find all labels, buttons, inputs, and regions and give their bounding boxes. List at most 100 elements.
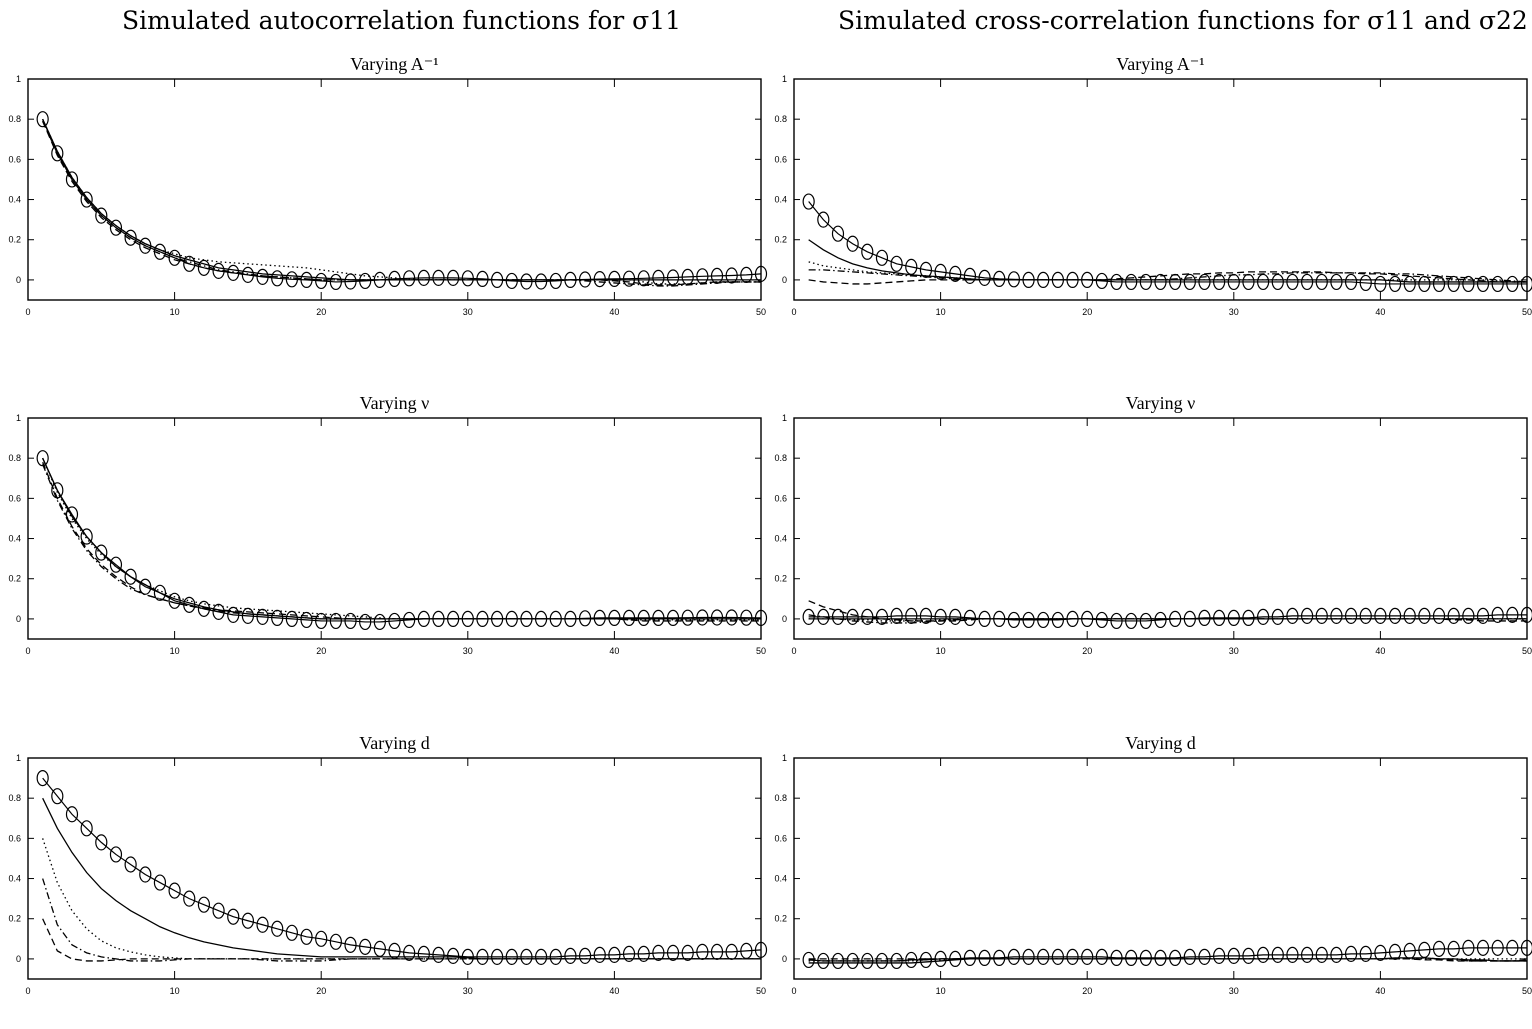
data-point-circle [359,272,372,290]
series-line-dashdot [42,120,761,287]
data-point-circle [109,846,123,863]
data-point-circle [1491,275,1504,293]
x-tick-label: 0 [791,646,796,656]
data-point-circle [65,171,79,188]
x-tick-label: 50 [1522,307,1532,317]
data-point-circle [1506,939,1519,956]
subplot-title: Varying A⁻¹ [1116,54,1204,74]
data-point-circle [1183,948,1196,966]
data-point-circle [622,945,636,962]
data-point-circle [227,908,240,925]
data-point-circle [1198,948,1211,966]
x-tick-label: 40 [1375,307,1385,317]
y-tick-label: 0 [16,614,21,624]
y-tick-label: 1 [16,413,21,423]
data-point-circle [1154,611,1167,629]
y-tick-label: 0 [16,954,21,964]
data-point-circle [754,609,768,627]
y-tick-label: 0.8 [774,114,787,124]
data-point-circle [740,609,753,626]
data-point-circle [666,944,680,961]
data-point-circle [329,933,342,950]
y-tick-label: 0.6 [774,154,787,164]
series-line-circle [42,777,762,958]
y-tick-label: 1 [782,74,787,84]
x-tick-label: 10 [170,986,180,996]
data-point-circle [622,609,636,627]
data-point-circle [1432,940,1446,957]
subplot-title: Varying ν [360,393,430,413]
data-point-circle [153,874,167,891]
plot-frame [27,78,762,301]
data-point-circle [831,225,845,242]
data-point-circle [80,528,93,545]
data-point-circle [183,890,196,907]
data-point-circle [1198,609,1211,627]
right-column-title-text: Simulated cross-correlation functions fo… [838,6,1528,35]
data-point-circle [802,193,815,210]
data-point-circle [1462,607,1475,624]
data-point-circle [329,612,342,630]
series-line-dashed [808,600,1527,622]
data-point-circle [212,902,225,919]
x-tick-label: 20 [316,986,326,996]
y-tick-label: 0.2 [774,914,787,924]
data-point-circle [139,578,152,595]
data-point-circle [1359,607,1372,624]
data-point-circle [1271,608,1284,626]
data-point-circle [520,273,533,290]
data-point-circle [432,269,445,286]
data-point-circle [1462,275,1475,293]
data-point-circle [344,612,357,630]
data-point-circle [1125,949,1138,967]
data-point-circle [725,609,738,626]
data-point-circle [139,866,152,883]
series-line-solid [42,118,761,281]
data-point-circle [1432,275,1446,293]
y-tick-label: 1 [16,753,21,763]
y-tick-label: 0.4 [774,874,787,884]
x-tick-label: 10 [936,986,946,996]
y-tick-label: 0.6 [8,833,21,843]
data-point-circle [1242,609,1255,627]
data-point-circle [51,788,64,805]
data-point-circle [285,610,298,628]
subplot-right-1: Varying A⁻¹ 0 10 20 30 40 50 0 0.2 0.4 0.6 0.8 1 [774,54,1532,317]
y-tick-label: 1 [782,753,787,763]
series-line-circle [808,201,1527,285]
data-point-circle [993,270,1006,288]
data-point-circle [802,608,815,626]
data-point-circle [534,273,548,290]
subplot-title: Varying ν [1126,393,1196,413]
data-point-circle [593,946,606,963]
data-point-circle [1476,275,1490,293]
y-tick-label: 0 [782,954,787,964]
data-point-circle [1037,948,1050,966]
y-tick-label: 0.6 [774,493,787,503]
data-point-circle [666,609,680,627]
data-point-circle [846,608,859,626]
data-point-circle [1213,947,1226,964]
x-tick-label: 0 [25,646,30,656]
y-tick-label: 0.6 [8,154,21,164]
y-tick-label: 0.4 [8,195,21,205]
series-line-dashed [808,958,1527,962]
x-tick-label: 30 [1229,646,1239,656]
data-point-circle [227,606,240,623]
y-tick-label: 0 [16,275,21,285]
data-point-circle [241,607,254,624]
data-point-circle [993,949,1006,967]
data-point-circle [949,265,962,282]
data-point-circle [593,609,606,627]
data-point-circle [432,946,445,963]
y-tick-label: 0.8 [8,453,21,463]
data-point-circle [890,255,903,272]
data-point-circle [197,600,211,617]
data-point-circle [754,941,768,958]
right-column-title: Simulated cross-correlation functions fo… [838,6,1528,35]
data-point-circle [447,947,460,964]
series-line-dashdot [808,269,1528,283]
y-tick-label: 1 [16,74,21,84]
subplot-title: Varying d [359,733,430,753]
data-point-circle [1095,948,1108,966]
